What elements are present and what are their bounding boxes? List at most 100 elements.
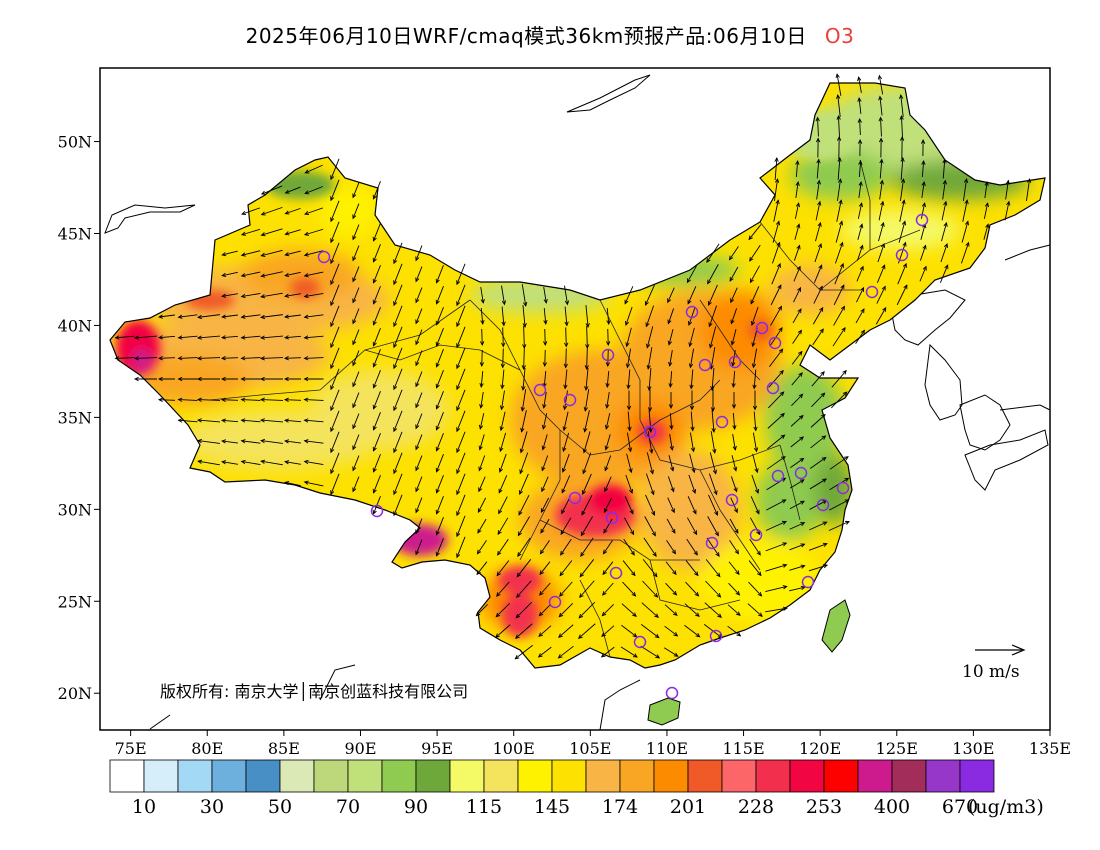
wind-vector-icon: [815, 200, 822, 221]
y-tick-label: 20N: [58, 684, 92, 703]
wind-vector-icon: [709, 326, 717, 349]
wind-vector-icon: [259, 376, 284, 382]
wind-vector-icon: [283, 376, 302, 382]
station-marker-icon: [709, 629, 723, 643]
wind-vector-icon: [645, 494, 656, 516]
wind-scale-arrow-icon: [1011, 644, 1026, 656]
wind-vector-icon: [771, 262, 781, 285]
y-tick-label: 35N: [58, 408, 92, 427]
wind-vector-icon: [858, 159, 863, 178]
wind-vector-icon: [920, 138, 926, 157]
station-marker-icon: [915, 213, 929, 227]
pollutant-label: O3: [824, 24, 855, 48]
wind-vector-icon: [604, 476, 612, 493]
colorbar-swatch: [211, 759, 247, 793]
wind-vector-icon: [791, 350, 803, 365]
colorbar-swatch: [585, 759, 621, 793]
wind-vector-icon: [896, 284, 908, 306]
wind-vector-icon: [304, 164, 323, 174]
station-marker-icon: [633, 635, 647, 649]
wind-vector-icon: [707, 516, 719, 537]
wind-vector-icon: [646, 326, 654, 349]
x-tick-label: 125E: [876, 739, 918, 758]
colorbar-labels: 10 30 50 70 90 115 145 174 201 228 253 400 670: [132, 796, 978, 818]
wind-vector-icon: [240, 397, 261, 402]
wind-vector-icon: [689, 369, 694, 390]
wind-vector-icon: [563, 369, 568, 390]
wind-vector-icon: [259, 397, 284, 402]
wind-vector-icon: [875, 306, 887, 325]
wind-vector-icon: [562, 390, 568, 411]
wind-vector-icon: [476, 540, 487, 555]
wind-vector-icon: [793, 286, 801, 303]
wind-vector-icon: [795, 181, 800, 198]
colorbar-swatch: [619, 759, 655, 793]
wind-vector-icon: [372, 475, 381, 494]
wind-vector-icon: [919, 265, 927, 282]
wind-vector-icon: [685, 560, 699, 577]
wind-vector-icon: [520, 389, 527, 412]
wind-vector-icon: [284, 250, 301, 257]
wind-vector-icon: [541, 455, 549, 472]
wind-vector-icon: [540, 497, 550, 514]
wind-vector-icon: [260, 271, 283, 278]
wind-vector-icon: [669, 412, 674, 431]
wind-vector-icon: [541, 476, 549, 493]
wind-vector-icon: [330, 473, 340, 496]
wind-vector-icon: [260, 292, 283, 299]
wind-vector-icon: [415, 245, 423, 262]
x-tick-label: 80E: [191, 739, 223, 758]
wind-vector-icon: [899, 199, 906, 222]
wind-vector-icon: [899, 114, 904, 139]
station-marker-icon: [643, 425, 657, 439]
wind-vector-icon: [221, 460, 238, 465]
wind-vector-icon: [644, 284, 655, 306]
wind-vector-icon: [940, 243, 949, 263]
wind-vector-icon: [543, 328, 548, 347]
wind-vector-icon: [330, 221, 340, 244]
wind-vector-icon: [766, 456, 786, 470]
wind-vector-icon: [620, 646, 638, 658]
wind-vector-icon: [221, 314, 238, 319]
station-marker-icon: [766, 381, 780, 395]
colorbar-swatch: [755, 759, 791, 793]
wind-vector-icon: [813, 264, 823, 283]
wind-vector-icon: [580, 537, 594, 557]
wind-vector-icon: [748, 560, 762, 577]
wind-vector-icon: [667, 476, 675, 493]
wind-vector-icon: [689, 390, 695, 411]
wind-vector-icon: [240, 459, 261, 466]
wind-vector-icon: [899, 94, 904, 117]
wind-vector-icon: [663, 647, 679, 657]
wind-vector-icon: [855, 329, 865, 344]
wind-vector-icon: [260, 249, 283, 257]
wind-vector-icon: [898, 220, 907, 243]
wind-vector-icon: [259, 356, 284, 361]
wind-vector-icon: [284, 229, 301, 236]
colorbar-label: 90: [404, 796, 428, 818]
wind-vector-icon: [688, 474, 697, 494]
wind-vector-icon: [133, 376, 158, 382]
station-marker-icon: [605, 511, 619, 525]
wind-vector-icon: [435, 475, 444, 494]
wind-vector-icon: [790, 436, 805, 448]
wind-vector-icon: [789, 564, 806, 571]
wind-vector-icon: [790, 414, 804, 427]
wind-vector-icon: [961, 220, 970, 243]
wind-vector-icon: [748, 224, 762, 241]
colorbar-unit: (ug/m3): [968, 796, 1044, 818]
wind-vector-icon: [372, 454, 381, 473]
wind-vector-icon: [878, 200, 885, 221]
wind-vector-icon: [669, 434, 674, 451]
colorbar-swatch: [687, 759, 723, 793]
wind-vector-icon: [330, 242, 340, 265]
wind-vector-icon: [435, 454, 444, 473]
wind-vector-icon: [283, 356, 302, 361]
wind-vector-icon: [372, 223, 381, 242]
wind-vector-icon: [415, 329, 423, 346]
wind-vector-icon: [515, 601, 533, 619]
wind-vector-icon: [730, 329, 737, 346]
wind-vector-icon: [751, 348, 758, 369]
wind-vector-icon: [646, 452, 654, 475]
wind-vector-icon: [731, 455, 738, 472]
